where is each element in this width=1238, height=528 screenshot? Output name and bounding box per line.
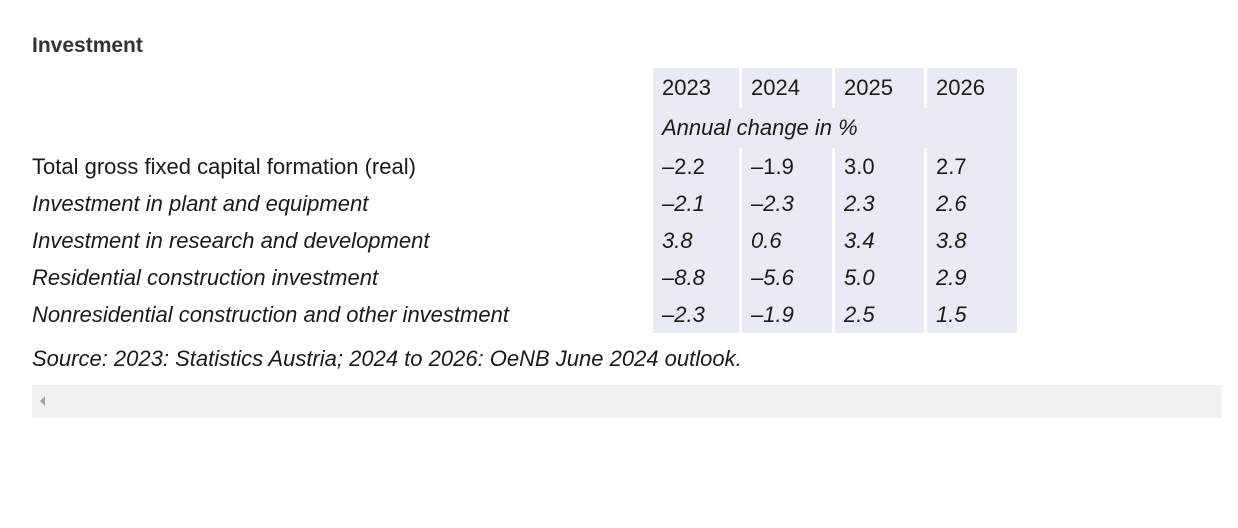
row-label: Investment in plant and equipment — [32, 191, 369, 216]
table-row: Total gross fixed capital formation (rea… — [32, 148, 1017, 185]
value-cell: 2.3 — [833, 185, 927, 222]
year-header-cell: 2024 — [740, 68, 835, 108]
investment-section: Investment 2023 2024 2025 2026 Annual ch… — [32, 30, 1222, 418]
value-cell: 0.6 — [740, 222, 835, 259]
value-cell: 2.5 — [833, 296, 927, 333]
table-row: Residential construction investment –8.8… — [32, 259, 1017, 296]
value-cell: 3.8 — [653, 222, 742, 259]
year-header-cell: 2026 — [925, 68, 1017, 108]
source-note: Source: 2023: Statistics Austria; 2024 t… — [32, 346, 742, 371]
table-title: Investment — [32, 34, 143, 57]
horizontal-scrollbar[interactable] — [32, 385, 1222, 418]
row-label: Total gross fixed capital formation (rea… — [32, 154, 416, 179]
row-label: Nonresidential construction and other in… — [32, 302, 509, 327]
value-cell: –8.8 — [653, 259, 742, 296]
value-cell: 2.9 — [925, 259, 1017, 296]
year-header-cell: 2025 — [833, 68, 927, 108]
unit-row: Annual change in % — [32, 108, 1017, 148]
value-cell: 2.6 — [925, 185, 1017, 222]
value-cell: 2.7 — [925, 148, 1017, 185]
year-header-cell: 2023 — [653, 68, 742, 108]
value-cell: 3.4 — [833, 222, 927, 259]
unit-cell: Annual change in % — [653, 108, 1017, 148]
value-cell: –2.2 — [653, 148, 742, 185]
unit-empty-cell — [32, 108, 653, 148]
value-cell: –2.3 — [653, 296, 742, 333]
value-cell: –1.9 — [740, 296, 835, 333]
investment-table: 2023 2024 2025 2026 Annual change in % T… — [32, 68, 1017, 333]
table-row: Investment in plant and equipment –2.1 –… — [32, 185, 1017, 222]
value-cell: 3.8 — [925, 222, 1017, 259]
header-row: 2023 2024 2025 2026 — [32, 68, 1017, 108]
value-cell: 3.0 — [833, 148, 927, 185]
value-cell: –5.6 — [740, 259, 835, 296]
value-cell: –1.9 — [740, 148, 835, 185]
triangle-left-icon[interactable] — [40, 396, 45, 406]
value-cell: 5.0 — [833, 259, 927, 296]
table-row: Nonresidential construction and other in… — [32, 296, 1017, 333]
table-row: Investment in research and development 3… — [32, 222, 1017, 259]
row-label: Residential construction investment — [32, 265, 379, 290]
value-cell: –2.3 — [740, 185, 835, 222]
value-cell: 1.5 — [925, 296, 1017, 333]
row-label: Investment in research and development — [32, 228, 430, 253]
header-empty-cell — [32, 68, 653, 108]
value-cell: –2.1 — [653, 185, 742, 222]
